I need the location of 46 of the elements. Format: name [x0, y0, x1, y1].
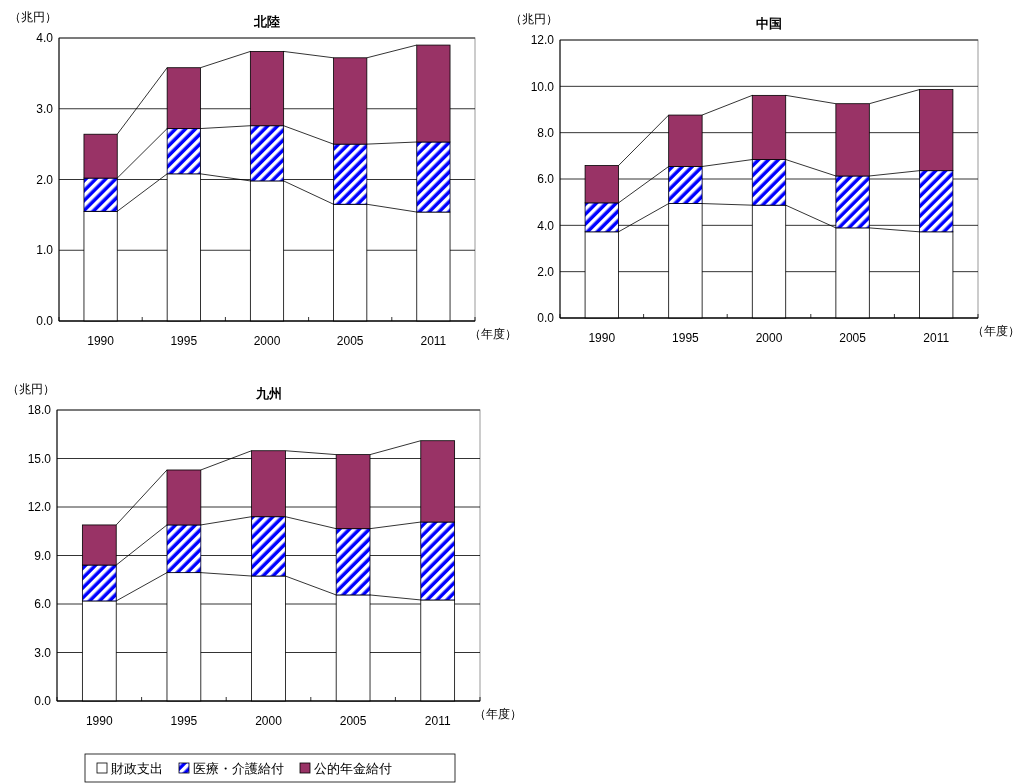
y-tick-label: 10.0 — [530, 79, 555, 94]
y-tick-label: 9.0 — [34, 548, 52, 563]
chart-title: 北陸 — [253, 14, 280, 29]
y-tick-label: 6.0 — [537, 172, 555, 187]
x-tick-label: 2000 — [255, 714, 283, 728]
x-tick-label: 2005 — [839, 331, 867, 345]
y-tick-label: 8.0 — [537, 125, 555, 140]
x-tick-label: 1995 — [672, 331, 700, 345]
y-tick-label: 3.0 — [36, 101, 54, 116]
x-tick-label: 1990 — [87, 334, 115, 348]
y-axis-title: （兆円） — [7, 382, 55, 396]
x-tick-label: 2000 — [755, 331, 783, 345]
y-tick-label: 3.0 — [34, 645, 52, 660]
x-tick-label: 1990 — [85, 714, 113, 728]
x-tick-label: 2005 — [336, 334, 364, 348]
chart-title: 九州 — [254, 386, 282, 401]
y-tick-label: 2.0 — [537, 264, 555, 279]
x-tick-label: 2005 — [339, 714, 367, 728]
x-tick-label: 1995 — [170, 334, 198, 348]
x-tick-label: 2011 — [420, 334, 447, 348]
legend-label: 財政支出 — [111, 760, 163, 776]
y-tick-label: 0.0 — [537, 311, 555, 326]
y-tick-label: 1.0 — [36, 243, 54, 258]
y-tick-label: 12.0 — [27, 500, 52, 515]
x-axis-title: （年度） — [474, 707, 522, 721]
y-tick-label: 4.0 — [36, 31, 54, 46]
y-tick-label: 18.0 — [27, 403, 52, 418]
y-tick-label: 15.0 — [27, 451, 52, 466]
legend-label: 公的年金給付 — [314, 760, 392, 776]
chart-title: 中国 — [756, 16, 782, 31]
y-tick-label: 2.0 — [36, 172, 54, 187]
y-tick-label: 0.0 — [34, 694, 52, 709]
legend-label: 医療・介護給付 — [193, 760, 284, 776]
y-tick-label: 6.0 — [34, 597, 52, 612]
y-tick-label: 12.0 — [530, 33, 555, 48]
x-axis-title: （年度） — [972, 324, 1020, 338]
x-axis-title: （年度） — [469, 327, 517, 341]
y-tick-label: 4.0 — [537, 218, 555, 233]
x-tick-label: 1990 — [588, 331, 616, 345]
y-axis-title: （兆円） — [9, 10, 57, 24]
x-tick-label: 2000 — [253, 334, 281, 348]
x-tick-label: 2011 — [424, 714, 451, 728]
x-tick-label: 2011 — [923, 331, 950, 345]
y-axis-title: （兆円） — [510, 12, 558, 26]
y-tick-label: 0.0 — [36, 314, 54, 329]
x-tick-label: 1995 — [170, 714, 198, 728]
